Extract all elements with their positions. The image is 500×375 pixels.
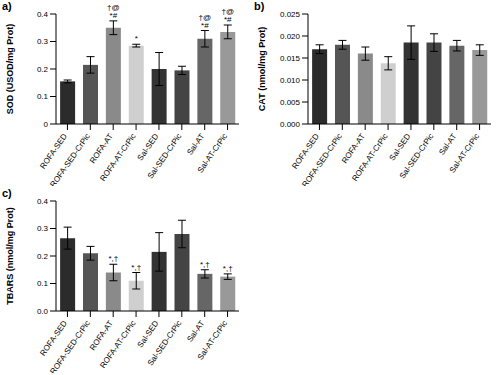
svg-text:0.005: 0.005 bbox=[280, 98, 301, 107]
svg-text:ROFA-AT-CrPic: ROFA-AT-CrPic bbox=[98, 319, 137, 370]
svg-text:CAT (nmol/mg Prot): CAT (nmol/mg Prot) bbox=[257, 27, 267, 111]
svg-text:ROFA-SED-CrPic: ROFA-SED-CrPic bbox=[48, 132, 92, 186]
html-text:c): c) bbox=[2, 187, 12, 199]
svg-text:Sal-AT-CrPic: Sal-AT-CrPic bbox=[196, 132, 230, 175]
svg-text:Sal-SED-CrPic: Sal-SED-CrPic bbox=[146, 132, 184, 181]
svg-text:TBARS (nmol/mg Prot): TBARS (nmol/mg Prot) bbox=[8, 207, 15, 305]
svg-text:Sal-AT: Sal-AT bbox=[185, 132, 206, 157]
html-text:a): a) bbox=[2, 0, 12, 12]
svg-text:*,†: *,† bbox=[200, 260, 210, 269]
svg-text:Sal-SED-CrPic: Sal-SED-CrPic bbox=[398, 132, 436, 181]
svg-text:0.025: 0.025 bbox=[280, 10, 301, 19]
svg-text:*,†: *,† bbox=[131, 263, 141, 272]
svg-text:Sal-AT-CrPic: Sal-AT-CrPic bbox=[196, 319, 230, 362]
svg-text:SOD (USOD/mg Prot): SOD (USOD/mg Prot) bbox=[8, 24, 15, 115]
svg-text:0.2: 0.2 bbox=[37, 65, 49, 74]
svg-text:ROFA-AT-CrPic: ROFA-AT-CrPic bbox=[98, 132, 137, 183]
svg-text:0.1: 0.1 bbox=[37, 92, 49, 101]
svg-text:0.4: 0.4 bbox=[37, 197, 49, 206]
svg-text:*#: *# bbox=[224, 15, 232, 24]
svg-text:0.020: 0.020 bbox=[280, 32, 301, 41]
svg-text:0.015: 0.015 bbox=[280, 54, 301, 63]
svg-text:*#: *# bbox=[110, 11, 118, 20]
svg-text:0.2: 0.2 bbox=[37, 252, 49, 261]
svg-text:0.010: 0.010 bbox=[280, 76, 301, 85]
svg-text:*,†: *,† bbox=[223, 264, 233, 273]
svg-text:Sal-AT: Sal-AT bbox=[437, 132, 458, 157]
svg-text:*,†: *,† bbox=[108, 254, 118, 263]
svg-text:0: 0 bbox=[44, 120, 49, 129]
html-text:b): b) bbox=[254, 0, 265, 12]
svg-text:*: * bbox=[135, 34, 138, 43]
svg-text:0.1: 0.1 bbox=[37, 279, 49, 288]
svg-text:Sal-SED-CrPic: Sal-SED-CrPic bbox=[146, 319, 184, 368]
svg-text:0.3: 0.3 bbox=[37, 37, 49, 46]
svg-text:Sal-AT: Sal-AT bbox=[185, 319, 206, 344]
svg-text:0.4: 0.4 bbox=[37, 10, 49, 19]
svg-text:0.000: 0.000 bbox=[280, 120, 301, 129]
svg-text:0.3: 0.3 bbox=[37, 224, 49, 233]
svg-text:0.0: 0.0 bbox=[37, 307, 49, 316]
svg-text:ROFA-SED-CrPic: ROFA-SED-CrPic bbox=[48, 319, 92, 373]
svg-text:Sal-AT-CrPic: Sal-AT-CrPic bbox=[448, 132, 482, 175]
svg-text:ROFA-AT-CrPic: ROFA-AT-CrPic bbox=[350, 132, 389, 183]
svg-text:*#: *# bbox=[201, 21, 209, 30]
svg-text:ROFA-SED-CrPic: ROFA-SED-CrPic bbox=[300, 132, 344, 186]
